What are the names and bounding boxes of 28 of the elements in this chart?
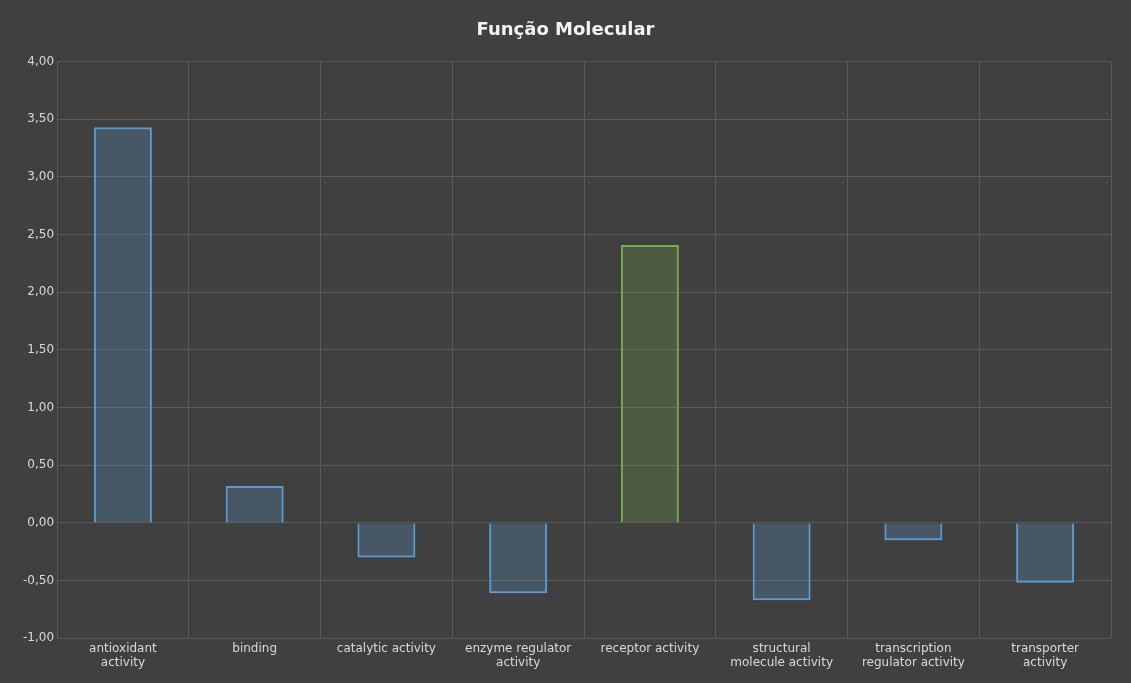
y-tick-label: 4,00 <box>27 53 55 68</box>
bar <box>620 244 679 523</box>
y-tick-label: 2,50 <box>27 226 55 241</box>
x-tick-label: structural molecule activity <box>730 640 833 669</box>
y-tick-label: 1,50 <box>27 342 55 357</box>
y-tick-label: 2,00 <box>27 284 55 299</box>
bar <box>1016 523 1075 583</box>
x-tick-label: receptor activity <box>600 640 700 655</box>
chart-title: Função Molecular <box>476 18 655 40</box>
bar <box>225 485 284 523</box>
bar <box>93 127 152 523</box>
y-tick-label: -1,00 <box>22 630 55 645</box>
bar <box>357 523 416 558</box>
bar <box>752 523 811 601</box>
bar <box>884 523 943 541</box>
x-tick-label: catalytic activity <box>336 640 436 655</box>
x-tick-label: transcription regulator activity <box>861 640 965 669</box>
y-tick-label: 3,00 <box>27 169 55 184</box>
bar <box>489 523 548 594</box>
x-tick-label: antioxidant activity <box>89 640 158 669</box>
x-tick-label: enzyme regulator activity <box>465 640 572 669</box>
y-tick-label: 1,00 <box>27 399 55 414</box>
y-tick-label: 3,50 <box>27 111 55 126</box>
x-tick-label: binding <box>232 640 278 655</box>
y-tick-label: 0,00 <box>27 515 55 530</box>
y-tick-label: 0,50 <box>27 457 55 472</box>
x-tick-label: transporter activity <box>1011 640 1080 669</box>
y-tick-label: -0,50 <box>22 572 55 587</box>
